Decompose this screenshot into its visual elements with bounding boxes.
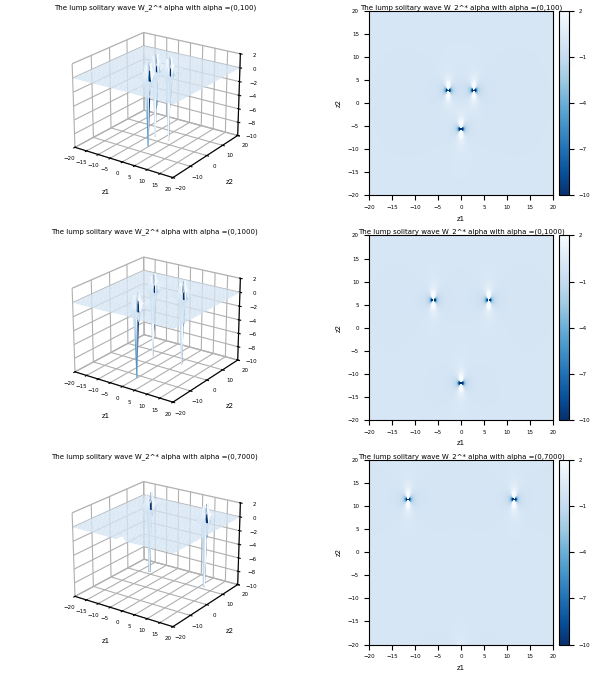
- Y-axis label: z2: z2: [226, 628, 234, 634]
- Title: The lump solitary wave W_2^* alpha with alpha =(0,7000): The lump solitary wave W_2^* alpha with …: [51, 453, 258, 460]
- Y-axis label: z2: z2: [336, 99, 342, 107]
- Y-axis label: z2: z2: [226, 403, 234, 409]
- X-axis label: z1: z1: [457, 440, 465, 446]
- Title: The lump solitary wave W_2^* alpha with alpha =(0,7000): The lump solitary wave W_2^* alpha with …: [358, 453, 564, 460]
- Y-axis label: z2: z2: [336, 324, 342, 331]
- Title: The lump solitary wave W_2^* alpha with alpha =(0,1000): The lump solitary wave W_2^* alpha with …: [51, 229, 258, 236]
- X-axis label: z1: z1: [101, 638, 110, 643]
- X-axis label: z1: z1: [101, 413, 110, 419]
- Title: The lump solitary wave W_2^* alpha with alpha =(0,1000): The lump solitary wave W_2^* alpha with …: [358, 229, 564, 236]
- Title: The lump solitary wave W_2^* alpha with alpha =(0,100): The lump solitary wave W_2^* alpha with …: [54, 4, 256, 11]
- Y-axis label: z2: z2: [226, 178, 234, 184]
- Title: The lump solitary wave W_2^* alpha with alpha =(0,100): The lump solitary wave W_2^* alpha with …: [360, 4, 562, 11]
- Y-axis label: z2: z2: [336, 548, 342, 556]
- X-axis label: z1: z1: [101, 188, 110, 194]
- X-axis label: z1: z1: [457, 665, 465, 671]
- X-axis label: z1: z1: [457, 216, 465, 222]
